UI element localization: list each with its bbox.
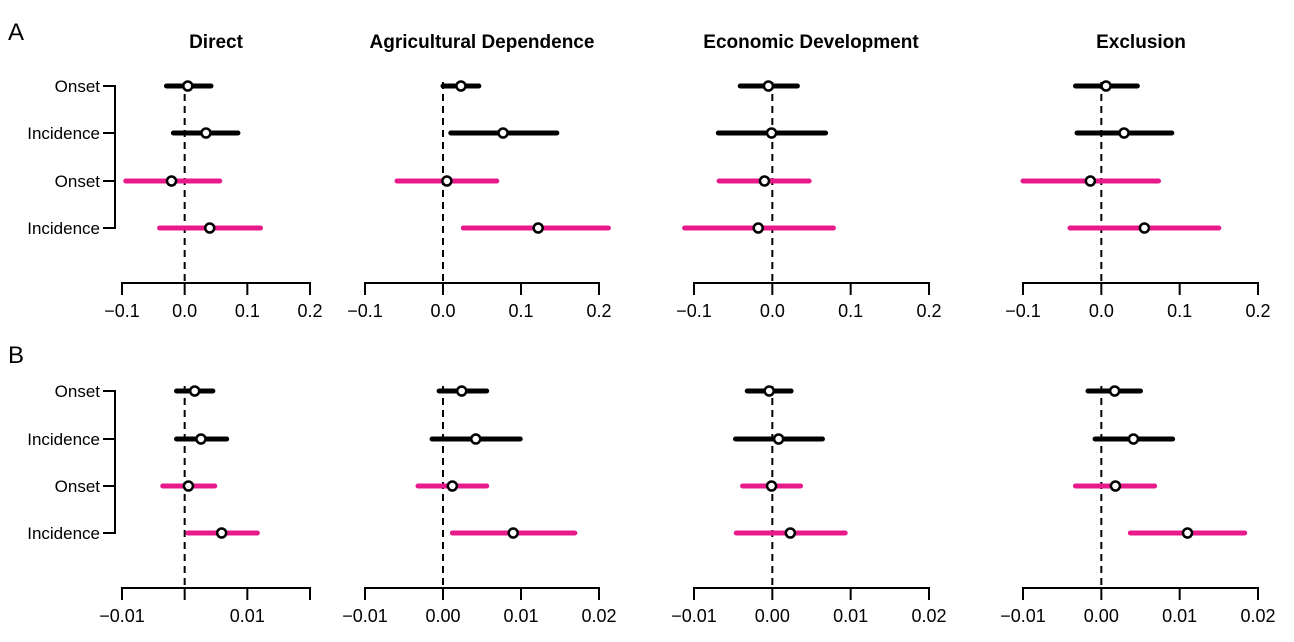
point-estimate (763, 385, 775, 397)
x-tick-label: −0.1 (104, 301, 140, 321)
point-estimate (182, 480, 195, 492)
point-estimate (1138, 222, 1151, 234)
row-label: Onset (55, 477, 101, 496)
point-estimate (497, 127, 509, 139)
x-tick-label: 0.1 (838, 301, 863, 321)
point-estimate (1181, 527, 1194, 539)
x-tick-label: 0.02 (581, 606, 616, 626)
x-tick-label: 0.2 (297, 301, 322, 321)
point-estimate (188, 385, 201, 397)
row-label: Incidence (27, 124, 100, 143)
point-estimate (215, 527, 228, 539)
x-tick-label: −0.01 (1000, 606, 1046, 626)
x-tick-label: 0.00 (755, 606, 790, 626)
point-estimate (1127, 433, 1140, 445)
row-label: Incidence (27, 430, 100, 449)
x-tick-label: 0.2 (1245, 301, 1270, 321)
point-estimate (752, 222, 764, 234)
x-tick-label: 0.1 (235, 301, 260, 321)
x-tick-label: 0.01 (230, 606, 265, 626)
point-estimate (765, 480, 778, 492)
x-tick-label: 0.0 (172, 301, 197, 321)
x-tick-label: 0.0 (760, 301, 785, 321)
x-tick-label: 0.02 (911, 606, 946, 626)
x-tick-label: −0.01 (342, 606, 388, 626)
x-tick-label: −0.01 (671, 606, 717, 626)
point-estimate (200, 127, 212, 139)
point-estimate (182, 80, 194, 92)
panel-letter: A (8, 19, 24, 46)
x-tick-label: 0.1 (1167, 301, 1192, 321)
panel-title: Direct (189, 32, 244, 53)
x-tick-label: −0.01 (99, 606, 145, 626)
row-label: Onset (55, 382, 101, 401)
x-tick-label: 0.2 (916, 301, 941, 321)
point-estimate (195, 433, 207, 445)
point-estimate (455, 385, 468, 397)
point-estimate (446, 480, 459, 492)
x-tick-label: 0.1 (508, 301, 533, 321)
row-label: Onset (55, 77, 101, 96)
x-tick-label: −0.1 (676, 301, 712, 321)
point-estimate (1109, 480, 1122, 492)
point-estimate (762, 80, 775, 92)
point-estimate (441, 175, 453, 187)
point-estimate (784, 527, 797, 539)
point-estimate (1100, 80, 1112, 92)
point-estimate (203, 222, 216, 234)
x-tick-label: 0.00 (1084, 606, 1119, 626)
x-tick-label: 0.01 (503, 606, 538, 626)
row-label: Onset (55, 172, 101, 191)
point-estimate (758, 175, 771, 187)
point-estimate (165, 175, 178, 187)
x-tick-label: 0.01 (1162, 606, 1197, 626)
point-estimate (470, 433, 482, 445)
x-tick-label: 0.00 (425, 606, 460, 626)
panel-letter: B (8, 342, 24, 369)
row-label: Incidence (27, 524, 100, 543)
point-estimate (455, 80, 467, 92)
panel-title: Economic Development (703, 32, 919, 53)
point-estimate (507, 527, 519, 539)
x-tick-label: −0.1 (347, 301, 383, 321)
x-tick-label: −0.1 (1005, 301, 1041, 321)
point-estimate (1118, 127, 1130, 139)
point-estimate (765, 127, 778, 139)
panel-title: Agricultural Dependence (370, 32, 595, 53)
point-estimate (772, 433, 785, 445)
point-estimate (532, 222, 544, 234)
x-tick-label: 0.0 (430, 301, 455, 321)
x-tick-label: 0.2 (586, 301, 611, 321)
point-estimate (1084, 175, 1097, 187)
x-tick-label: 0.0 (1089, 301, 1114, 321)
point-estimate (1108, 385, 1121, 397)
x-tick-label: 0.01 (833, 606, 868, 626)
x-tick-label: 0.02 (1240, 606, 1275, 626)
row-label: Incidence (27, 219, 100, 238)
panel-title: Exclusion (1096, 32, 1186, 53)
